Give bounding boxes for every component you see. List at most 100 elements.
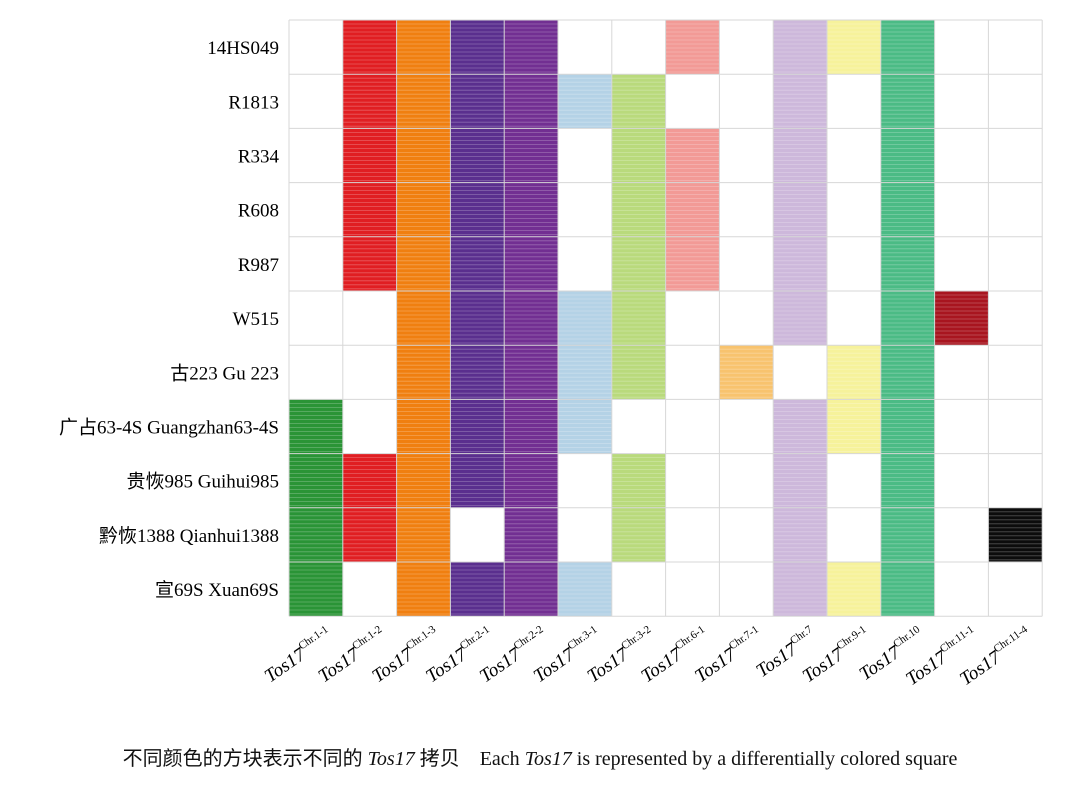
heatmap-cell [289, 453, 343, 508]
heatmap-cell [611, 291, 666, 346]
row-label: 14HS049 [207, 38, 279, 59]
heatmap-cell [342, 507, 397, 562]
heatmap-cell [450, 345, 505, 400]
heatmap-cell [504, 399, 558, 454]
heatmap-cell [450, 74, 505, 129]
heatmap-cell [450, 182, 505, 237]
heatmap-cell [665, 20, 720, 75]
heatmap-cell [342, 74, 397, 129]
heatmap-cell [504, 128, 558, 183]
heatmap-cell [396, 345, 451, 400]
heatmap-cell [773, 453, 827, 508]
heatmap-cell [342, 236, 397, 291]
heatmap-grid [288, 19, 1043, 617]
heatmap-cell [558, 562, 612, 617]
heatmap-cell [773, 562, 827, 617]
heatmap-cell [504, 182, 558, 237]
heatmap-cell [504, 453, 558, 508]
heatmap-cell [450, 453, 505, 508]
heatmap-cell [880, 562, 935, 617]
heatmap-cell [827, 399, 881, 454]
heatmap-cell [773, 20, 827, 75]
row-label: 宣69S Xuan69S [155, 579, 279, 601]
heatmap-cell [450, 291, 505, 346]
heatmap-cell [342, 128, 397, 183]
heatmap-cell [827, 562, 881, 617]
heatmap-cell [880, 291, 935, 346]
heatmap-cell [773, 182, 827, 237]
caption-cn-prefix: 不同颜色的方块表示不同的 [122, 748, 363, 770]
heatmap-cell [504, 291, 558, 346]
caption-en-suffix: is represented by a differentially color… [576, 748, 958, 770]
heatmap-cell [504, 345, 558, 400]
heatmap-cell [611, 74, 666, 129]
row-labels: 14HS049 R1813 R334 R608 R987 W515 古223 Gu 223 广… [59, 38, 280, 601]
heatmap-cell [289, 507, 343, 562]
heatmap-cell [665, 236, 720, 291]
heatmap-cells [289, 20, 1043, 617]
heatmap-cell [504, 74, 558, 129]
row-label: W515 [233, 309, 279, 330]
heatmap-cell [396, 182, 451, 237]
heatmap-cell [880, 399, 935, 454]
figure-caption: 不同颜色的方块表示不同的 Tos17 拷贝 Each Tos17 is repr… [0, 742, 1080, 771]
heatmap-cell [396, 453, 451, 508]
heatmap-cell [880, 128, 935, 183]
row-label: 古223 Gu 223 [170, 362, 279, 384]
caption-cn-term: Tos17 [367, 748, 415, 770]
heatmap-cell [773, 128, 827, 183]
heatmap-cell [558, 291, 612, 346]
heatmap-cell [342, 453, 397, 508]
heatmap-cell [665, 182, 720, 237]
heatmap-cell [880, 182, 935, 237]
row-label: 广占63-4S Guangzhan63-4S [59, 417, 279, 439]
heatmap-cell [504, 507, 558, 562]
row-label: R608 [238, 201, 279, 222]
heatmap-cell [880, 507, 935, 562]
heatmap-cell [880, 20, 935, 75]
heatmap-cell [396, 562, 451, 617]
caption-en-term: Tos17 [524, 748, 572, 770]
heatmap-chart: 14HS049 R1813 R334 R608 R987 W515 古223 Gu 223 广… [59, 19, 1043, 690]
heatmap-cell [773, 74, 827, 129]
heatmap-cell [342, 20, 397, 75]
heatmap-cell [773, 291, 827, 346]
heatmap-cell [396, 74, 451, 129]
heatmap-cell [934, 291, 989, 346]
heatmap-cell [558, 345, 612, 400]
heatmap-cell [773, 236, 827, 291]
heatmap-cell [504, 20, 558, 75]
heatmap-cell [289, 399, 343, 454]
heatmap-cell [611, 453, 666, 508]
heatmap-cell [880, 236, 935, 291]
heatmap-cell [827, 20, 881, 75]
heatmap-cell [827, 345, 881, 400]
heatmap-cell [611, 236, 666, 291]
heatmap-cell [611, 182, 666, 237]
caption-en-prefix: Each [479, 748, 520, 770]
heatmap-cell [450, 562, 505, 617]
heatmap-cell [450, 399, 505, 454]
heatmap-cell [611, 345, 666, 400]
heatmap-cell [558, 399, 612, 454]
heatmap-cell [719, 345, 774, 400]
heatmap-cell [880, 345, 935, 400]
row-label: 黔恢1388 Qianhui1388 [99, 525, 279, 547]
heatmap-cell [396, 236, 451, 291]
heatmap-cell [504, 236, 558, 291]
heatmap-cell [396, 507, 451, 562]
heatmap-cell [611, 507, 666, 562]
heatmap-cell [289, 562, 343, 617]
caption-cn-suffix: 拷贝 [419, 748, 460, 770]
heatmap-cell [450, 128, 505, 183]
heatmap-cell [396, 399, 451, 454]
heatmap-cell [988, 507, 1043, 562]
heatmap-cell [880, 453, 935, 508]
heatmap-cell [450, 236, 505, 291]
heatmap-cell [342, 182, 397, 237]
heatmap-cell [880, 74, 935, 129]
heatmap-cell [450, 20, 505, 75]
heatmap-cell [611, 128, 666, 183]
heatmap-cell [773, 399, 827, 454]
heatmap-cell [396, 291, 451, 346]
